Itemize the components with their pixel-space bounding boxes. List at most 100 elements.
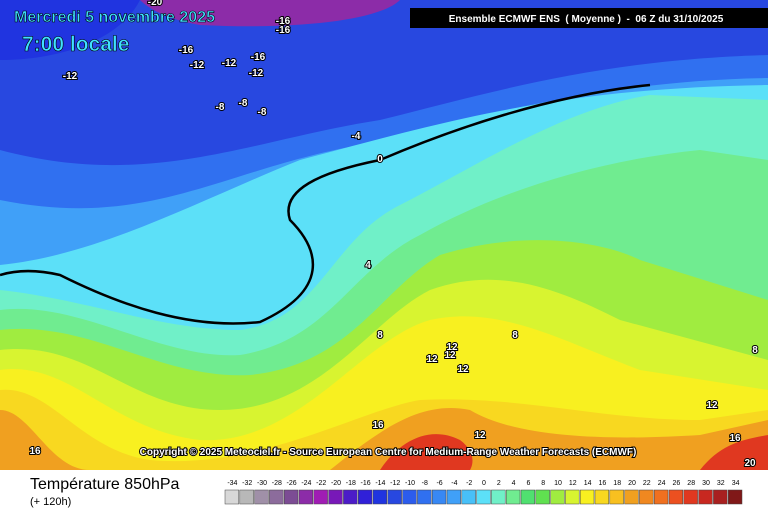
scale-swatch — [476, 489, 491, 505]
scale-label: 8 — [541, 480, 545, 487]
scale-swatch — [224, 489, 240, 505]
contour-label: 4 — [365, 260, 371, 271]
contour-label: -16 — [179, 45, 194, 56]
scale-label: -12 — [390, 480, 400, 487]
scale-swatch — [668, 489, 684, 505]
scale-swatch — [283, 489, 299, 505]
contour-label: 20 — [744, 458, 756, 469]
contour-label: 12 — [474, 430, 486, 441]
scale-label: -30 — [257, 480, 267, 487]
scale-label: -18 — [346, 480, 356, 487]
scale-swatch — [609, 489, 624, 505]
scale-swatch — [594, 489, 610, 505]
scale-label: 18 — [613, 480, 621, 487]
contour-label: 8 — [377, 330, 383, 341]
scale-swatch — [328, 489, 343, 505]
scale-swatch — [713, 489, 728, 505]
scale-label: 26 — [673, 480, 681, 487]
scale-swatch — [387, 489, 402, 505]
scale-label: -2 — [466, 480, 472, 487]
contour-label: -12 — [190, 60, 205, 71]
scale-swatch — [639, 489, 654, 505]
scale-swatch — [624, 489, 639, 505]
time: 7:00 locale — [22, 33, 129, 56]
scale-label: -28 — [272, 480, 282, 487]
contour-label: 12 — [706, 400, 718, 411]
scale-label: 6 — [526, 480, 530, 487]
scale-label: -6 — [436, 480, 442, 487]
contour-label: 12 — [457, 364, 469, 375]
contour-label: -12 — [63, 71, 78, 82]
scale-swatch — [565, 489, 580, 505]
scale-label: 16 — [599, 480, 607, 487]
model-banner — [410, 8, 768, 28]
scale-swatch — [372, 489, 388, 505]
contour-label: 0 — [377, 154, 383, 165]
temperature-field — [0, 0, 768, 470]
scale-swatch — [683, 489, 698, 505]
scale-label: -4 — [451, 480, 457, 487]
scale-label: -10 — [405, 480, 415, 487]
scale-swatch — [357, 489, 373, 505]
scale-swatch — [535, 489, 550, 505]
model-info: Ensemble ECMWF ENS ( Moyenne ) - 06 Z du… — [449, 14, 724, 25]
scale-label: -32 — [242, 480, 252, 487]
scale-swatch — [520, 489, 536, 505]
scale-label: -8 — [422, 480, 428, 487]
contour-label: -16 — [276, 25, 291, 36]
scale-swatch — [550, 489, 565, 505]
scale-swatch — [431, 489, 447, 505]
scale-label: -16 — [361, 480, 371, 487]
scale-swatch — [313, 489, 328, 505]
scale-swatch — [269, 489, 284, 505]
lead-time: (+ 120h) — [30, 496, 71, 508]
scale-swatch — [417, 489, 432, 505]
scale-swatch — [461, 489, 476, 505]
scale-label: 2 — [497, 480, 501, 487]
scale-swatch — [298, 489, 314, 505]
scale-label: -20 — [331, 480, 341, 487]
color-scale: -34 -32 -30 -28 -26 -24 -22 -20 -18 -16 -14 -12 -10-… — [224, 480, 743, 505]
contour-label: -12 — [222, 58, 237, 69]
scale-label: -14 — [375, 480, 385, 487]
contour-label: 16 — [729, 433, 741, 444]
contour-label: 8 — [752, 345, 758, 356]
contour-label: 12 — [444, 350, 456, 361]
scale-label: -34 — [227, 480, 237, 487]
scale-label: 28 — [687, 480, 695, 487]
scale-label: 34 — [732, 480, 740, 487]
scale-swatch — [446, 489, 462, 505]
scale-label: 24 — [658, 480, 666, 487]
scale-label: -26 — [287, 480, 297, 487]
scale-swatch — [653, 489, 669, 505]
scale-label: 10 — [554, 480, 562, 487]
scale-label: 32 — [717, 480, 725, 487]
scale-label: -24 — [301, 480, 311, 487]
contour-label: -8 — [216, 102, 225, 113]
contour-label: -16 — [251, 52, 266, 63]
scale-swatch — [491, 489, 506, 505]
contour-label: -8 — [258, 107, 267, 118]
scale-swatch — [698, 489, 713, 505]
contour-label: 16 — [372, 420, 384, 431]
scale-label: 12 — [569, 480, 577, 487]
scale-label: -22 — [316, 480, 326, 487]
contour-label: -4 — [352, 131, 361, 142]
date: Mercredi 5 novembre 2025 — [14, 9, 215, 26]
contour-label: -20 — [148, 0, 163, 8]
scale-swatch — [343, 489, 358, 505]
scale-label: 0 — [482, 480, 486, 487]
scale-label: 4 — [512, 480, 516, 487]
scale-swatch — [239, 489, 254, 505]
contour-label: -16 — [276, 16, 291, 27]
scale-swatch — [727, 489, 743, 505]
scale-label: 30 — [702, 480, 710, 487]
contour-label: 16 — [29, 446, 41, 457]
scale-swatch — [579, 489, 595, 505]
scale-label: 20 — [628, 480, 636, 487]
contour-label: 8 — [512, 330, 518, 341]
contour-label: 12 — [446, 342, 458, 353]
copyright: Copyright © 2025 Meteociel.fr - Source E… — [140, 447, 637, 458]
